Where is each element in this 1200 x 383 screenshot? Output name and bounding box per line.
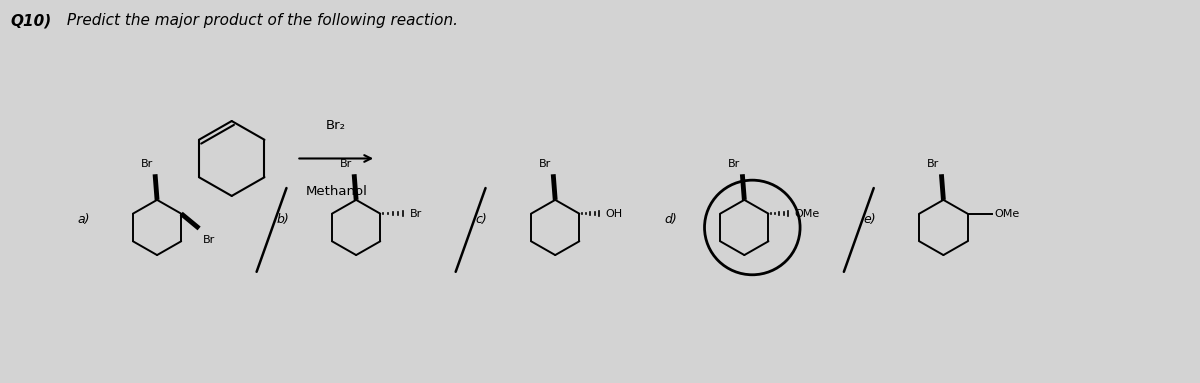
- Text: c): c): [475, 213, 487, 226]
- Text: Q10): Q10): [11, 13, 52, 28]
- Text: b): b): [276, 213, 289, 226]
- Text: Br: Br: [410, 209, 422, 219]
- Text: OMe: OMe: [794, 209, 820, 219]
- Text: Br₂: Br₂: [326, 119, 347, 132]
- Text: Predict the major product of the following reaction.: Predict the major product of the followi…: [62, 13, 458, 28]
- Text: OMe: OMe: [995, 209, 1020, 219]
- Text: Br: Br: [340, 159, 353, 169]
- Text: d): d): [665, 213, 678, 226]
- Text: Br: Br: [203, 236, 215, 246]
- Text: Br: Br: [728, 159, 740, 169]
- Text: Methanol: Methanol: [305, 185, 367, 198]
- Text: Br: Br: [928, 159, 940, 169]
- Text: e): e): [864, 213, 876, 226]
- Text: Br: Br: [140, 159, 154, 169]
- Text: OH: OH: [605, 209, 623, 219]
- Text: Br: Br: [539, 159, 551, 169]
- Text: a): a): [78, 213, 90, 226]
